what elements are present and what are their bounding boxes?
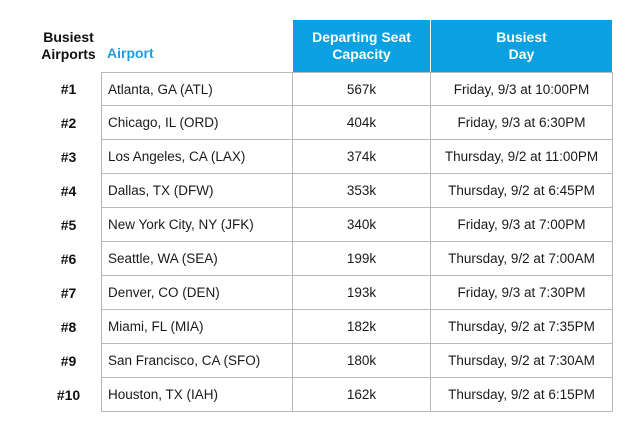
header-rank-line2: Airports — [41, 46, 96, 62]
capacity-cell: 162k — [293, 378, 431, 412]
header-rank: Busiest Airports — [36, 20, 101, 72]
airport-cell: Los Angeles, CA (LAX) — [101, 140, 293, 174]
capacity-cell: 182k — [293, 310, 431, 344]
rank-cell: #8 — [60, 319, 77, 335]
airport-cell: Miami, FL (MIA) — [101, 310, 293, 344]
airport-cell: Denver, CO (DEN) — [101, 276, 293, 310]
busiest-day-cell: Friday, 9/3 at 10:00PM — [431, 72, 613, 106]
busiest-day-cell: Friday, 9/3 at 7:30PM — [431, 276, 613, 310]
busiest-day-cell: Friday, 9/3 at 6:30PM — [431, 106, 613, 140]
rank-cell: #10 — [56, 387, 81, 403]
airport-cell: Seattle, WA (SEA) — [101, 242, 293, 276]
busiest-day-cell: Thursday, 9/2 at 6:45PM — [431, 174, 613, 208]
busiest-day-cell: Thursday, 9/2 at 7:00AM — [431, 242, 613, 276]
airport-cell: New York City, NY (JFK) — [101, 208, 293, 242]
capacity-cell: 340k — [293, 208, 431, 242]
header-capacity-line1: Departing Seat — [312, 29, 411, 45]
capacity-cell: 567k — [293, 72, 431, 106]
table-grid: Busiest Airports Airport Departing Seat … — [36, 20, 613, 412]
rank-cell: #5 — [60, 217, 77, 233]
capacity-cell: 404k — [293, 106, 431, 140]
header-day-line2: Day — [508, 46, 535, 62]
capacity-cell: 193k — [293, 276, 431, 310]
rank-cell: #4 — [60, 183, 77, 199]
busiest-day-cell: Thursday, 9/2 at 7:30AM — [431, 344, 613, 378]
capacity-cell: 180k — [293, 344, 431, 378]
header-day: Busiest Day — [431, 20, 613, 72]
busiest-day-cell: Thursday, 9/2 at 7:35PM — [431, 310, 613, 344]
header-rank-line1: Busiest — [43, 29, 94, 45]
busiest-airports-table: Busiest Airports Airport Departing Seat … — [36, 20, 613, 412]
rank-cell: #6 — [60, 251, 77, 267]
header-airport: Airport — [107, 45, 154, 61]
airport-cell: Atlanta, GA (ATL) — [101, 72, 293, 106]
capacity-cell: 374k — [293, 140, 431, 174]
header-day-line1: Busiest — [496, 29, 547, 45]
capacity-cell: 199k — [293, 242, 431, 276]
rank-cell: #7 — [60, 285, 77, 301]
rank-cell: #9 — [60, 353, 77, 369]
rank-cell: #1 — [60, 81, 77, 97]
rank-cell: #3 — [60, 149, 77, 165]
busiest-day-cell: Friday, 9/3 at 7:00PM — [431, 208, 613, 242]
busiest-day-cell: Thursday, 9/2 at 11:00PM — [431, 140, 613, 174]
airport-cell: Houston, TX (IAH) — [101, 378, 293, 412]
airport-cell: Chicago, IL (ORD) — [101, 106, 293, 140]
header-capacity: Departing Seat Capacity — [293, 20, 431, 72]
header-capacity-line2: Capacity — [332, 46, 391, 62]
rank-cell: #2 — [60, 115, 77, 131]
busiest-day-cell: Thursday, 9/2 at 6:15PM — [431, 378, 613, 412]
airport-cell: Dallas, TX (DFW) — [101, 174, 293, 208]
airport-cell: San Francisco, CA (SFO) — [101, 344, 293, 378]
capacity-cell: 353k — [293, 174, 431, 208]
